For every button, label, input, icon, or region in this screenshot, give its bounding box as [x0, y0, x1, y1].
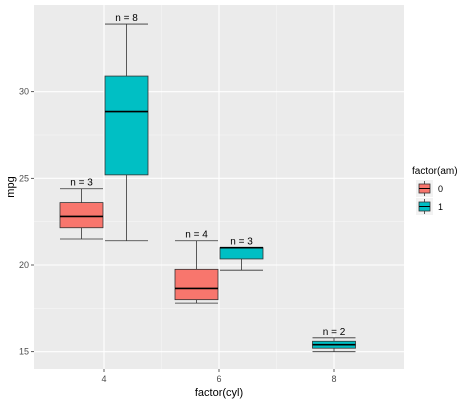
box-6-am-0: [174, 240, 219, 304]
box-body: [104, 75, 149, 176]
box-8-am-1: [312, 337, 356, 353]
n-label: n = 3: [70, 178, 93, 189]
n-label: n = 8: [115, 13, 138, 24]
box-layer: [59, 23, 356, 353]
legend-label: 1: [438, 202, 443, 212]
y-tick-label: 25: [19, 173, 29, 183]
legend-entry-1: 1: [416, 198, 443, 215]
legend-title: factor(am): [412, 166, 458, 177]
box-4-am-0: [59, 188, 104, 240]
n-label: n = 2: [323, 327, 346, 338]
x-tick-label: 4: [101, 374, 106, 384]
x-tick-label: 6: [216, 374, 221, 384]
n-label: n = 3: [230, 237, 253, 248]
legend-entry-0: 0: [416, 180, 443, 197]
grid-layer: [34, 5, 404, 369]
y-tick-label: 20: [19, 260, 29, 270]
box-6-am-1: [219, 246, 264, 271]
x-axis: 4 6 8: [101, 369, 337, 384]
box-body: [219, 247, 264, 260]
legend-label: 0: [438, 184, 443, 194]
y-axis: 15 20 25 30: [19, 87, 34, 357]
box-body: [59, 202, 104, 229]
n-label: n = 4: [185, 230, 208, 241]
legend-entries: 01: [416, 180, 443, 215]
y-tick-label: 15: [19, 347, 29, 357]
legend: factor(am) 01: [412, 166, 458, 215]
box-4-am-1: [104, 23, 149, 242]
x-tick-label: 8: [331, 374, 336, 384]
n-label-layer: n = 3 n = 8 n = 4 n = 3 n = 2: [70, 13, 345, 338]
box-body: [174, 268, 219, 301]
y-tick-label: 30: [19, 87, 29, 97]
y-axis-title: mpg: [5, 176, 17, 197]
x-axis-title: factor(cyl): [195, 387, 243, 399]
